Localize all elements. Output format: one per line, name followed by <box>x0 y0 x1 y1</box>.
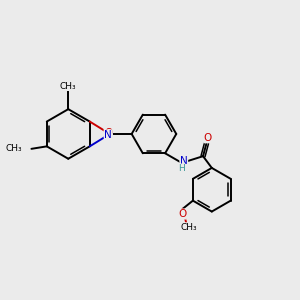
Text: CH₃: CH₃ <box>180 223 197 232</box>
Text: N: N <box>180 156 188 167</box>
Text: H: H <box>178 164 185 173</box>
Text: O: O <box>104 128 112 138</box>
Text: CH₃: CH₃ <box>5 144 22 153</box>
Text: N: N <box>104 130 112 140</box>
Text: O: O <box>178 209 186 219</box>
Text: O: O <box>204 133 212 143</box>
Text: CH₃: CH₃ <box>60 82 76 91</box>
